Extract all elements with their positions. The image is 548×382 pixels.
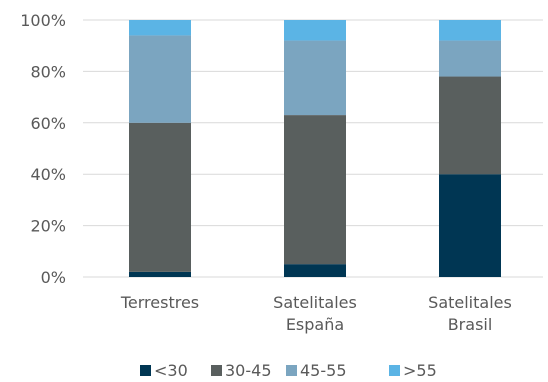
bar-segment — [284, 115, 346, 265]
y-tick-label: 0% — [41, 268, 66, 287]
bar-segment — [129, 271, 191, 277]
y-tick-label: 20% — [30, 217, 66, 236]
x-category-label: Brasil — [448, 315, 493, 334]
legend-swatch — [211, 365, 222, 376]
y-tick-label: 100% — [20, 11, 66, 30]
legend-swatch — [389, 365, 400, 376]
legend-label: <30 — [154, 361, 188, 380]
bars — [129, 20, 501, 277]
bar-segment — [439, 20, 501, 41]
x-category-label: Terrestres — [120, 293, 199, 312]
legend-swatch — [140, 365, 151, 376]
bar-segment — [284, 20, 346, 41]
bar-segment — [439, 174, 501, 277]
bar-segment — [129, 35, 191, 123]
y-tick-label: 80% — [30, 62, 66, 81]
bar-segment — [439, 40, 501, 77]
legend: <30 30-45 45-55 >55 — [140, 361, 437, 380]
bar-segment — [284, 264, 346, 277]
legend-label: >55 — [403, 361, 437, 380]
bar-segment — [129, 122, 191, 272]
y-tick-label: 40% — [30, 165, 66, 184]
bar-segment — [284, 40, 346, 116]
legend-label: 30-45 — [225, 361, 272, 380]
bar-segment — [129, 20, 191, 36]
y-tick-label: 60% — [30, 114, 66, 133]
x-category-label: España — [286, 315, 344, 334]
y-axis-ticks: 0% 20% 40% 60% 80% 100% — [20, 11, 66, 287]
x-category-label: Satelitales — [273, 293, 357, 312]
x-axis-categories: Terrestres Satelitales España Satelitales Br… — [120, 293, 512, 334]
legend-swatch — [286, 365, 297, 376]
bar-segment — [439, 76, 501, 175]
legend-label: 45-55 — [300, 361, 347, 380]
x-category-label: Satelitales — [428, 293, 512, 312]
